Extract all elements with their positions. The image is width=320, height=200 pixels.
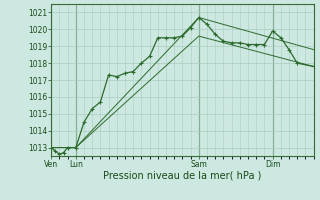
X-axis label: Pression niveau de la mer( hPa ): Pression niveau de la mer( hPa )	[103, 171, 261, 181]
